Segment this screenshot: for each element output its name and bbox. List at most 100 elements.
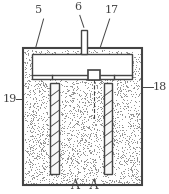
Point [67,179,70,183]
Point [100,96,103,99]
Point [134,93,137,96]
Point [103,62,106,65]
Point [42,165,45,168]
Point [105,180,107,183]
Point [100,162,103,165]
Point [42,82,44,86]
Point [109,156,112,159]
Point [92,124,94,127]
Point [81,74,84,77]
Point [98,123,101,126]
Point [88,127,90,130]
Point [39,52,42,55]
Point [96,53,99,56]
Point [61,119,63,122]
Point [87,135,90,139]
Point [97,113,100,117]
Point [40,78,42,81]
Point [34,131,37,134]
Point [105,145,107,148]
Point [83,76,86,79]
Point [29,63,32,66]
Point [38,84,41,87]
Point [89,77,92,80]
Point [55,155,58,158]
Point [90,150,93,153]
Point [109,115,111,118]
Point [130,165,133,168]
Point [35,165,37,168]
Point [105,84,108,87]
Point [116,79,119,82]
Point [69,170,72,173]
Point [119,104,122,107]
Point [54,150,56,153]
Point [67,125,70,128]
Point [51,71,54,74]
Point [70,153,73,157]
Point [124,146,127,149]
Point [116,156,118,159]
Point [108,140,110,144]
Point [123,99,125,102]
Point [49,163,51,166]
Point [116,103,119,106]
Point [126,181,129,184]
Point [54,105,57,108]
Point [71,144,74,147]
Point [31,126,33,129]
Point [128,114,131,118]
Point [96,91,99,94]
Point [74,157,76,160]
Point [81,136,83,139]
Point [89,65,91,68]
Point [46,87,48,90]
Point [101,114,103,117]
Point [106,126,109,129]
Point [72,113,75,116]
Point [104,123,107,126]
Point [79,139,82,142]
Point [114,141,117,144]
Point [39,63,42,66]
Point [29,73,31,76]
Point [53,164,56,167]
Point [80,110,82,113]
Point [66,171,69,175]
Point [72,70,75,73]
Point [56,162,58,165]
Point [26,172,29,175]
Point [71,80,74,83]
Point [67,156,69,159]
Point [48,180,50,183]
Point [29,122,31,125]
Point [24,85,27,88]
Point [50,133,53,136]
Point [97,58,100,61]
Point [125,106,127,109]
Point [110,56,112,59]
Point [73,86,75,89]
Point [94,57,96,61]
Point [129,75,131,78]
Point [121,156,124,159]
Point [57,69,60,72]
Point [35,175,38,178]
Point [126,77,129,81]
Point [26,49,28,53]
Point [105,99,108,102]
Point [113,162,116,165]
Point [78,178,81,181]
Point [80,178,82,181]
Point [101,160,104,163]
Point [121,169,124,172]
Point [56,171,59,174]
Point [100,100,102,104]
Point [124,162,127,165]
Point [93,62,95,65]
Point [103,78,106,81]
Point [43,94,45,97]
Point [61,58,64,61]
Point [111,129,114,133]
Point [127,139,130,142]
